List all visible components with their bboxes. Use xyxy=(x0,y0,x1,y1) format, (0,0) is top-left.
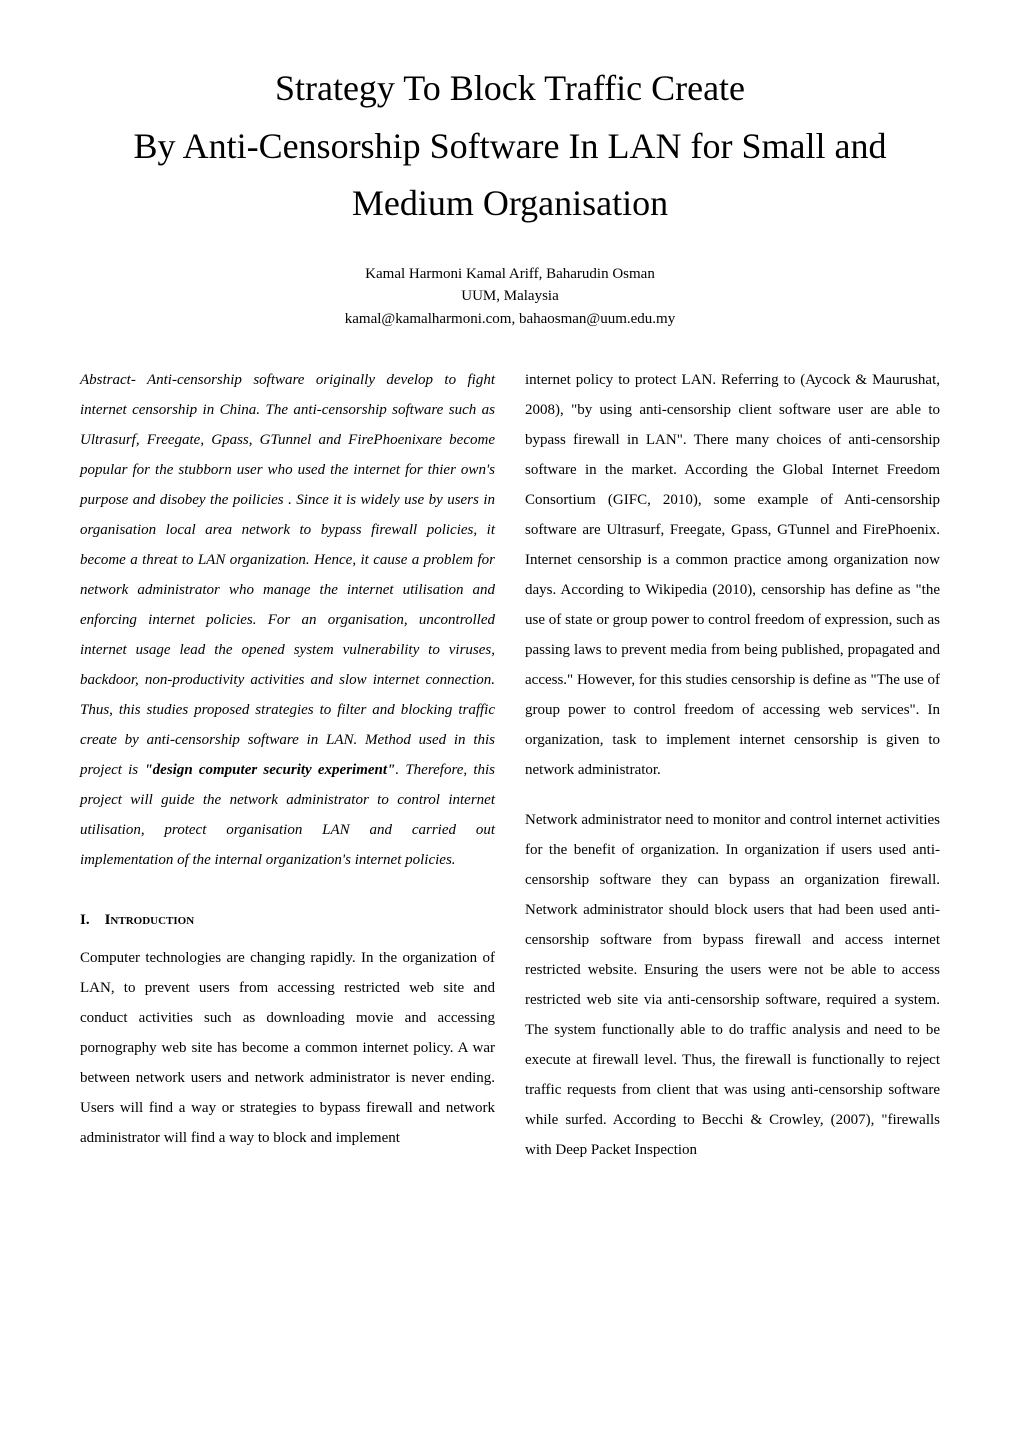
right-column: internet policy to protect LAN. Referrin… xyxy=(525,365,940,1185)
section-1-number: I. xyxy=(80,912,90,928)
author-affiliation: UUM, Malaysia xyxy=(80,285,940,308)
right-paragraph-1: internet policy to protect LAN. Referrin… xyxy=(525,365,940,785)
abstract-bold-phrase: "design computer security experiment" xyxy=(144,762,395,778)
section-1-title: Introduction xyxy=(105,912,195,928)
authors-block: Kamal Harmoni Kamal Ariff, Baharudin Osm… xyxy=(80,263,940,331)
author-emails: kamal@kamalharmoni.com, bahaosman@uum.ed… xyxy=(80,308,940,331)
right-paragraph-2: Network administrator need to monitor an… xyxy=(525,805,940,1165)
author-names: Kamal Harmoni Kamal Ariff, Baharudin Osm… xyxy=(80,263,940,286)
abstract-block: Abstract- Anti-censorship software origi… xyxy=(80,365,495,875)
paper-title: Strategy To Block Traffic CreateBy Anti-… xyxy=(80,60,940,233)
left-paragraph-1: Computer technologies are changing rapid… xyxy=(80,943,495,1153)
abstract-prefix: Abstract- Anti-censorship software origi… xyxy=(80,372,495,778)
left-column: Abstract- Anti-censorship software origi… xyxy=(80,365,495,1185)
section-1-heading: I. Introduction xyxy=(80,905,495,935)
two-column-layout: Abstract- Anti-censorship software origi… xyxy=(80,365,940,1185)
